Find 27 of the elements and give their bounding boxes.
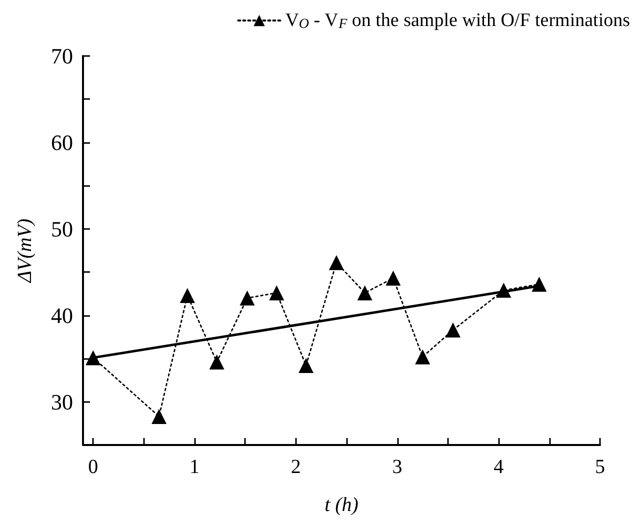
point [209, 354, 224, 370]
point [415, 349, 430, 364]
x-tick-label: 2 [290, 456, 301, 478]
y-axis-title: ΔV(mV) [14, 218, 36, 284]
x-tick-label: 4 [494, 456, 504, 478]
y-tick-label: 40 [51, 302, 73, 328]
y-tick-label: 50 [51, 216, 73, 242]
x-tick-label: 1 [190, 456, 200, 478]
y-tick-label: 30 [51, 389, 73, 414]
x-tick-label: 5 [595, 456, 605, 478]
x-tick-label: 0 [88, 456, 98, 478]
point [152, 408, 167, 424]
point [180, 288, 195, 303]
point [386, 270, 401, 286]
y-tick-label: 70 [51, 44, 73, 68]
point [357, 285, 372, 300]
point [328, 255, 344, 270]
point [496, 282, 512, 298]
point [446, 322, 461, 338]
point [298, 358, 314, 373]
y-tick-label: 60 [51, 130, 73, 155]
point [269, 285, 284, 300]
x-axis-title: t (h) [324, 494, 359, 516]
x-tick-label: 3 [392, 456, 402, 478]
point [240, 290, 255, 306]
point [532, 276, 547, 292]
point [86, 350, 101, 366]
